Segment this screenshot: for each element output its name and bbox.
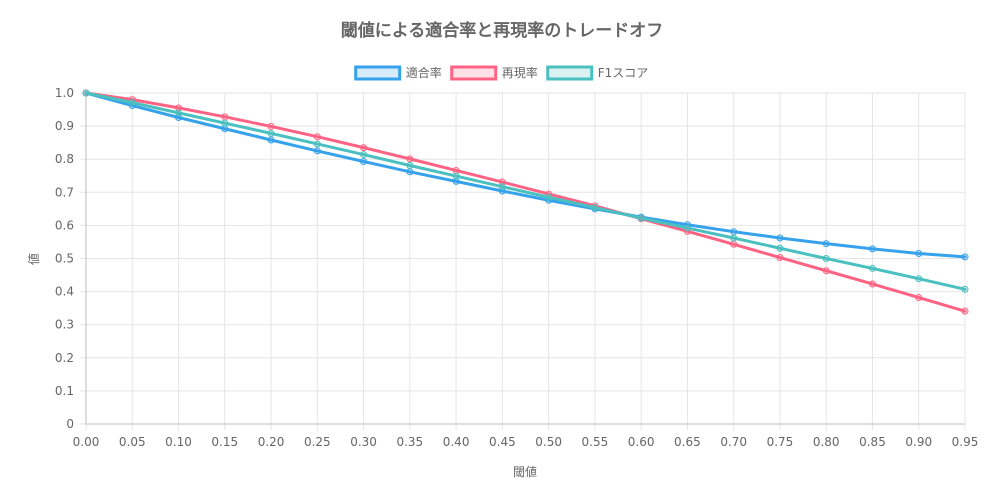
data-point: [406, 155, 414, 163]
x-tick-label: 0.15: [211, 435, 238, 449]
y-tick-label: 0.2: [55, 351, 74, 365]
x-tick-label: 0.80: [813, 435, 840, 449]
x-tick-label: 0.60: [628, 435, 655, 449]
legend-swatch: [546, 65, 594, 81]
legend-label: 適合率: [406, 65, 442, 80]
data-point: [776, 234, 784, 242]
data-point: [360, 151, 368, 159]
data-point: [452, 177, 460, 185]
y-tick-label: 1.0: [55, 86, 74, 100]
x-tick-label: 0.90: [905, 435, 932, 449]
series-line: [84, 91, 967, 259]
x-tick-label: 0.70: [720, 435, 747, 449]
data-point: [961, 307, 969, 315]
data-point: [313, 147, 321, 155]
y-tick-label: 0.1: [55, 384, 74, 398]
x-tick-label: 0.10: [165, 435, 192, 449]
y-tick-label: 0.5: [55, 252, 74, 266]
data-point: [267, 122, 275, 130]
data-point: [128, 99, 136, 107]
data-point: [637, 214, 645, 222]
data-point: [313, 140, 321, 148]
x-tick-label: 0.40: [443, 435, 470, 449]
data-point: [915, 275, 923, 283]
series-3: [82, 89, 969, 293]
data-point: [175, 104, 183, 112]
series-line: [84, 91, 967, 313]
data-point: [313, 133, 321, 141]
legend-item[interactable]: 適合率: [354, 65, 442, 81]
y-axis-title: 値: [26, 253, 41, 265]
data-point: [822, 255, 830, 262]
x-tick-label: 0.85: [859, 435, 886, 449]
legend-swatch: [450, 65, 498, 81]
data-point: [221, 119, 229, 127]
data-point: [267, 136, 275, 144]
y-tick-label: 0: [66, 417, 74, 431]
legend-item[interactable]: 再現率: [450, 65, 538, 81]
grid-layer: [80, 92, 966, 430]
data-point: [915, 250, 923, 258]
data-point: [822, 240, 830, 248]
y-tick-label: 0.9: [55, 119, 74, 133]
data-point: [730, 240, 738, 248]
data-point: [683, 224, 691, 232]
data-point: [82, 89, 90, 97]
x-tick-label: 0.95: [952, 435, 979, 449]
y-tick-label: 0.4: [55, 285, 74, 299]
x-tick-label: 0.00: [73, 435, 100, 449]
y-tick-label: 0.3: [55, 318, 74, 332]
data-point: [915, 294, 923, 302]
data-point: [175, 109, 183, 117]
data-point: [360, 144, 368, 152]
data-point: [452, 172, 460, 180]
data-point: [267, 129, 275, 137]
data-point: [360, 158, 368, 166]
axis-layer: 0 0.1 0.2 0.3 0.4 0.5 0.6 0.7 0.8 0.9 1.0 0.00 0.05 0…: [55, 86, 978, 449]
series-layer: [82, 89, 969, 315]
data-point: [961, 253, 969, 261]
data-point: [868, 264, 876, 272]
series-2: [82, 89, 969, 315]
x-tick-label: 0.05: [119, 435, 146, 449]
data-point: [776, 254, 784, 262]
data-point: [406, 161, 414, 169]
legend-swatch: [354, 65, 402, 81]
data-point: [221, 125, 229, 133]
data-point: [406, 168, 414, 176]
data-point: [221, 113, 229, 121]
y-tick-label: 0.7: [55, 185, 74, 199]
data-point: [730, 234, 738, 242]
data-point: [776, 244, 784, 252]
data-point: [730, 228, 738, 236]
legend-label: F1スコア: [598, 66, 649, 80]
y-tick-label: 0.6: [55, 218, 74, 232]
data-point: [822, 267, 830, 275]
data-point: [498, 183, 506, 191]
x-tick-label: 0.75: [767, 435, 794, 449]
legend-label: 再現率: [502, 65, 538, 80]
legend-item[interactable]: F1スコア: [546, 65, 649, 81]
x-tick-label: 0.30: [350, 435, 377, 449]
chart-title: 閾値による適合率と再現率のトレードオフ: [341, 20, 664, 41]
x-tick-label: 0.50: [535, 435, 562, 449]
data-point: [961, 285, 969, 293]
series-line: [84, 91, 967, 291]
y-tick-label: 0.8: [55, 152, 74, 166]
x-tick-label: 0.35: [396, 435, 423, 449]
x-tick-label: 0.65: [674, 435, 701, 449]
data-point: [591, 204, 599, 212]
data-point: [452, 166, 460, 174]
legend[interactable]: 適合率 再現率 F1スコア: [354, 65, 649, 81]
x-axis-title: 閾値: [513, 464, 537, 479]
data-point: [868, 280, 876, 288]
x-tick-label: 0.20: [258, 435, 285, 449]
data-point: [868, 245, 876, 253]
data-point: [545, 193, 553, 201]
x-tick-label: 0.55: [582, 435, 609, 449]
x-tick-label: 0.25: [304, 435, 331, 449]
x-tick-label: 0.45: [489, 435, 516, 449]
